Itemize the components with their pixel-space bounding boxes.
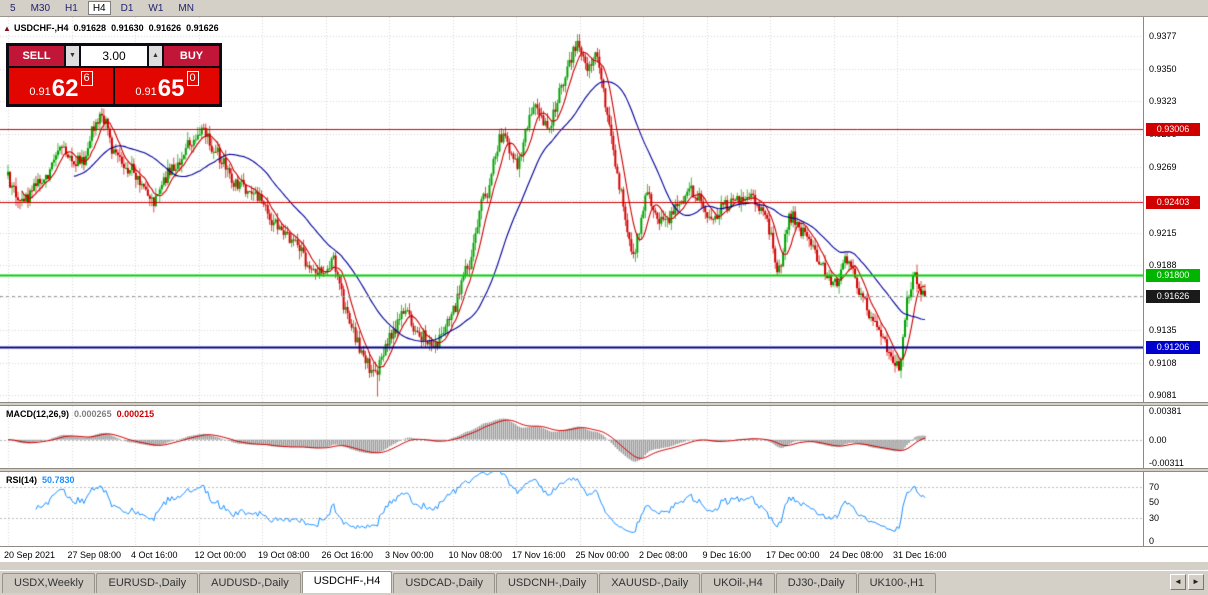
- time-axis-label: 17 Nov 16:00: [512, 550, 566, 560]
- macd-axis-label: 0.00: [1149, 434, 1167, 445]
- price-badge: 0.91626: [1146, 290, 1200, 304]
- volume-increase-button[interactable]: ▲: [149, 46, 162, 66]
- timeframe-button-w1[interactable]: W1: [148, 3, 164, 14]
- price-axis-label: 0.9081: [1149, 390, 1177, 401]
- price-badge: 0.91800: [1146, 269, 1200, 283]
- time-axis-label: 27 Sep 08:00: [67, 550, 122, 560]
- rsi-name: RSI(14): [6, 475, 38, 485]
- price-axis-label: 0.9269: [1149, 161, 1177, 172]
- volume-decrease-button[interactable]: ▼: [66, 46, 79, 66]
- price-axis-label: 0.9215: [1149, 227, 1177, 238]
- timeframe-button-m30[interactable]: M30: [30, 3, 51, 14]
- price-badge: 0.93006: [1146, 122, 1200, 136]
- symbol-tabs-bar: USDX,Weekly EURUSD-,Daily AUDUSD-,Daily USD…: [0, 570, 1208, 593]
- tabs-scroll-right-button[interactable]: ►: [1188, 574, 1204, 590]
- symbol-tab-usdcad-daily[interactable]: USDCAD-,Daily: [393, 573, 495, 593]
- rsi-axis-label: 70: [1149, 481, 1160, 492]
- one-click-trade-panel: SELL ▼ ▲ BUY 0.91 62 6 0.91 65 0: [6, 43, 222, 107]
- symbol-tab-eurusd-daily[interactable]: EURUSD-,Daily: [96, 573, 199, 593]
- sell-button[interactable]: SELL: [9, 46, 64, 66]
- ask-price-prefix: 0.91: [135, 86, 157, 98]
- symbol-tab-xauusd-daily[interactable]: XAUUSD-,Daily: [599, 573, 701, 593]
- timeframe-toolbar: 5 M30 H1 H4 D1 W1 MN: [0, 0, 1208, 17]
- time-axis-label: 31 Dec 16:00: [893, 550, 947, 560]
- macd-chart-canvas[interactable]: [0, 406, 1143, 468]
- rsi-axis-label: 0: [1149, 536, 1155, 546]
- chart-window-bottom: [0, 562, 1208, 570]
- time-axis[interactable]: 20 Sep 2021 27 Sep 08:00 4 Oct 16:00 12 Oct…: [0, 546, 1208, 562]
- chart-symbol-label: USDCHF-,H4: [14, 23, 69, 33]
- timeframe-button-mn[interactable]: MN: [178, 3, 194, 14]
- price-axis-label: 0.9350: [1149, 63, 1177, 74]
- macd-indicator-label: MACD(12,26,9) 0.000265 0.000215: [6, 409, 159, 419]
- price-axis[interactable]: 0.93770.93500.93230.92960.92690.92420.92…: [1143, 17, 1208, 546]
- time-axis-label: 3 Nov 00:00: [385, 550, 434, 560]
- panel-splitter-macd[interactable]: [0, 402, 1208, 406]
- rsi-indicator-label: RSI(14) 50.7830: [6, 475, 80, 485]
- ask-price-big: 65: [157, 75, 185, 102]
- tabs-scroll: ◄ ►: [1170, 574, 1204, 590]
- timeframe-button-h1[interactable]: H1: [65, 3, 78, 14]
- price-axis-label: 0.9135: [1149, 324, 1177, 335]
- macd-signal-value: 0.000215: [116, 409, 155, 419]
- timeframe-button-5[interactable]: 5: [10, 3, 16, 14]
- ohlc-open: 0.91628: [73, 23, 107, 33]
- buy-price-button[interactable]: 0.91 65 0: [115, 68, 219, 104]
- symbol-tab-dj30-daily[interactable]: DJ30-,Daily: [775, 573, 857, 593]
- ohlc-low: 0.91626: [148, 23, 182, 33]
- price-axis-label: 0.9108: [1149, 357, 1177, 368]
- rsi-value: 50.7830: [42, 475, 75, 485]
- time-axis-label: 25 Nov 00:00: [575, 550, 630, 560]
- one-click-toggle-icon[interactable]: ▲: [3, 24, 11, 33]
- macd-name: MACD(12,26,9): [6, 409, 70, 419]
- time-axis-label: 17 Dec 00:00: [766, 550, 820, 560]
- price-badge: 0.91206: [1146, 341, 1200, 355]
- ask-price-pip: 0: [186, 71, 199, 86]
- rsi-chart-canvas[interactable]: [0, 472, 1143, 546]
- symbol-tab-usdx-weekly[interactable]: USDX,Weekly: [2, 573, 96, 593]
- time-axis-label: 19 Oct 08:00: [258, 550, 310, 560]
- price-axis-label: 0.9188: [1149, 260, 1177, 271]
- symbol-tab-usdcnh-daily[interactable]: USDCNH-,Daily: [495, 573, 599, 593]
- panel-splitter-rsi[interactable]: [0, 468, 1208, 472]
- price-badge: 0.92403: [1146, 195, 1200, 209]
- symbol-tab-uk100-h1[interactable]: UK100-,H1: [857, 573, 937, 593]
- macd-axis-label: -0.00311: [1149, 458, 1184, 468]
- ohlc-close: 0.91626: [186, 23, 219, 33]
- sell-price-button[interactable]: 0.91 62 6: [9, 68, 113, 104]
- time-axis-label: 9 Dec 16:00: [702, 550, 752, 560]
- price-axis-label: 0.9377: [1149, 30, 1177, 41]
- chart-window: 0.93770.93500.93230.92960.92690.92420.92…: [0, 17, 1208, 570]
- bid-price-big: 62: [51, 75, 79, 102]
- price-axis-label: 0.9323: [1149, 96, 1177, 107]
- ohlc-high: 0.91630: [111, 23, 144, 33]
- macd-axis-label: 0.00381: [1149, 406, 1182, 416]
- rsi-axis-label: 50: [1149, 497, 1160, 508]
- time-axis-label: 20 Sep 2021: [4, 550, 56, 560]
- time-axis-label: 26 Oct 16:00: [321, 550, 374, 560]
- chart-ohlc-label: USDCHF-,H4 0.91628 0.91630 0.91626 0.91626: [14, 23, 224, 33]
- buy-button[interactable]: BUY: [164, 46, 219, 66]
- macd-main-value: 0.000265: [74, 409, 112, 419]
- time-axis-label: 4 Oct 16:00: [131, 550, 178, 560]
- time-axis-label: 12 Oct 00:00: [194, 550, 247, 560]
- time-axis-label: 24 Dec 08:00: [829, 550, 884, 560]
- rsi-axis-label: 30: [1149, 512, 1160, 523]
- symbol-tab-ukoil-h4[interactable]: UKOil-,H4: [701, 573, 775, 593]
- volume-input[interactable]: [81, 46, 147, 66]
- symbol-tab-usdchf-h4[interactable]: USDCHF-,H4: [301, 571, 393, 593]
- time-axis-label: 2 Dec 08:00: [639, 550, 688, 560]
- bid-price-prefix: 0.91: [29, 86, 51, 98]
- time-axis-label: 10 Nov 08:00: [448, 550, 503, 560]
- timeframe-button-h4[interactable]: H4: [87, 1, 111, 15]
- tabs-scroll-left-button[interactable]: ◄: [1170, 574, 1186, 590]
- symbol-tabs: USDX,Weekly EURUSD-,Daily AUDUSD-,Daily USD…: [2, 571, 937, 593]
- symbol-tab-audusd-daily[interactable]: AUDUSD-,Daily: [199, 573, 301, 593]
- bid-price-pip: 6: [80, 71, 93, 86]
- timeframe-button-d1[interactable]: D1: [120, 3, 134, 14]
